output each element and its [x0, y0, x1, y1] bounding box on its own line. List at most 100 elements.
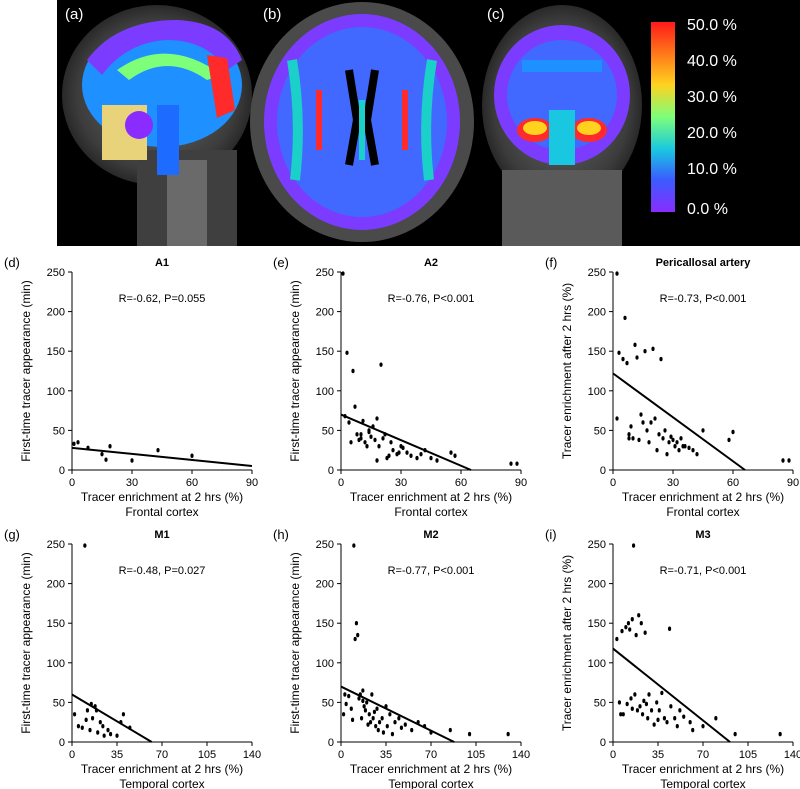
data-point [778, 731, 782, 737]
scatter-panel-i: 0 50 100 150 200 250 0 35 70 105 140 M3 R=-0.71, P<0… [545, 527, 800, 789]
x-tick-label: 140 [512, 749, 530, 761]
y-tick-label: 100 [588, 386, 606, 398]
x-tick-label: 0 [610, 749, 616, 761]
data-point [391, 448, 395, 453]
data-point [106, 727, 110, 733]
data-point [88, 727, 92, 733]
colorbar-tick-label: 40.0 % [687, 53, 737, 70]
x-tick-label: 0 [610, 477, 616, 489]
y-tick-label: 0 [328, 737, 334, 749]
data-point [467, 731, 472, 737]
data-point [393, 720, 397, 725]
correlation-annotation: R=-0.76, P<0.001 [388, 293, 475, 305]
y-tick-label: 0 [600, 465, 606, 477]
colorbar-tick-label: 0.0 % [687, 201, 728, 218]
x-tick-label: 70 [156, 749, 168, 761]
data-point [351, 368, 355, 374]
y-tick-label: 50 [594, 425, 606, 437]
correlation-annotation: R=-0.62, P=0.055 [119, 293, 206, 305]
x-tick-label: 0 [69, 749, 75, 761]
data-point [343, 413, 347, 419]
y-axis-label: First-time tracer appearance (min) [19, 552, 33, 733]
data-point [626, 621, 631, 626]
data-point [623, 315, 627, 321]
y-tick-label: 200 [588, 579, 606, 591]
data-point [635, 708, 640, 713]
data-point [627, 432, 631, 437]
colorbar-tick-label: 50.0 % [687, 17, 737, 34]
data-point [128, 725, 132, 730]
data-point [362, 704, 366, 709]
data-point [657, 432, 661, 437]
y-axis-label: First-time tracer appearance (min) [288, 280, 302, 461]
data-point [635, 355, 639, 360]
data-point [646, 716, 650, 721]
data-point [361, 418, 365, 424]
y-tick-label: 200 [47, 307, 65, 319]
panel-letter: (d) [4, 255, 20, 270]
y-tick-label: 100 [316, 658, 334, 670]
data-point [701, 723, 705, 729]
data-point [354, 621, 359, 626]
data-point [156, 448, 160, 453]
data-point [677, 448, 681, 453]
data-point [349, 440, 353, 445]
data-point [89, 701, 93, 707]
data-point [631, 436, 635, 441]
data-point [625, 360, 629, 366]
data-point [615, 271, 619, 276]
panel-letter-a: (a) [65, 6, 83, 23]
data-point [435, 458, 439, 463]
data-point [678, 708, 682, 713]
scatter-panel-e: 0 50 100 150 200 250 0 30 60 90 A2 R=-0.76, P<0.001… [273, 255, 527, 519]
x-tick-label: 105 [198, 749, 216, 761]
data-point [673, 716, 677, 721]
data-point [347, 420, 351, 425]
y-tick-label: 150 [588, 618, 606, 630]
colorbar-tick-label: 30.0 % [687, 89, 737, 106]
panel-letter-b: (b) [263, 6, 281, 23]
x-axis-label: Tracer enrichment at 2 hrs (%) [350, 490, 512, 504]
data-point [665, 720, 669, 725]
data-point [350, 717, 355, 723]
colorbar: 50.0 % 40.0 % 30.0 % 20.0 % 10.0 % 0.0 % [651, 17, 737, 218]
data-point [365, 444, 369, 449]
y-tick-label: 250 [47, 539, 65, 551]
data-point [376, 727, 380, 733]
y-tick-label: 200 [316, 579, 334, 591]
data-point [419, 451, 423, 457]
x-tick-label: 35 [652, 749, 664, 761]
data-point [389, 440, 393, 445]
data-point [660, 690, 664, 696]
data-point [405, 450, 409, 455]
y-tick-label: 250 [588, 267, 606, 279]
x-tick-label: 30 [126, 477, 138, 489]
data-point [384, 704, 388, 709]
data-point [357, 696, 361, 701]
y-tick-label: 250 [47, 267, 65, 279]
data-point [72, 441, 76, 447]
y-tick-label: 150 [316, 346, 334, 358]
y-tick-label: 0 [600, 737, 606, 749]
data-point [633, 692, 637, 697]
data-point [375, 458, 379, 463]
regression-line [71, 446, 253, 468]
x-axis-label: Tracer enrichment at 2 hrs (%) [622, 762, 784, 776]
data-point [687, 445, 691, 451]
data-point [647, 440, 651, 445]
data-point [628, 627, 632, 632]
data-point [415, 455, 419, 461]
data-point [341, 712, 346, 717]
data-point [655, 700, 659, 705]
data-point [453, 453, 457, 458]
data-point [656, 717, 660, 723]
data-point [369, 434, 373, 439]
data-point [367, 429, 371, 435]
data-point [624, 624, 628, 630]
data-point [90, 716, 95, 721]
data-point [691, 727, 695, 733]
data-point [370, 692, 374, 697]
data-point [416, 720, 420, 725]
chart-title: M3 [695, 529, 710, 541]
